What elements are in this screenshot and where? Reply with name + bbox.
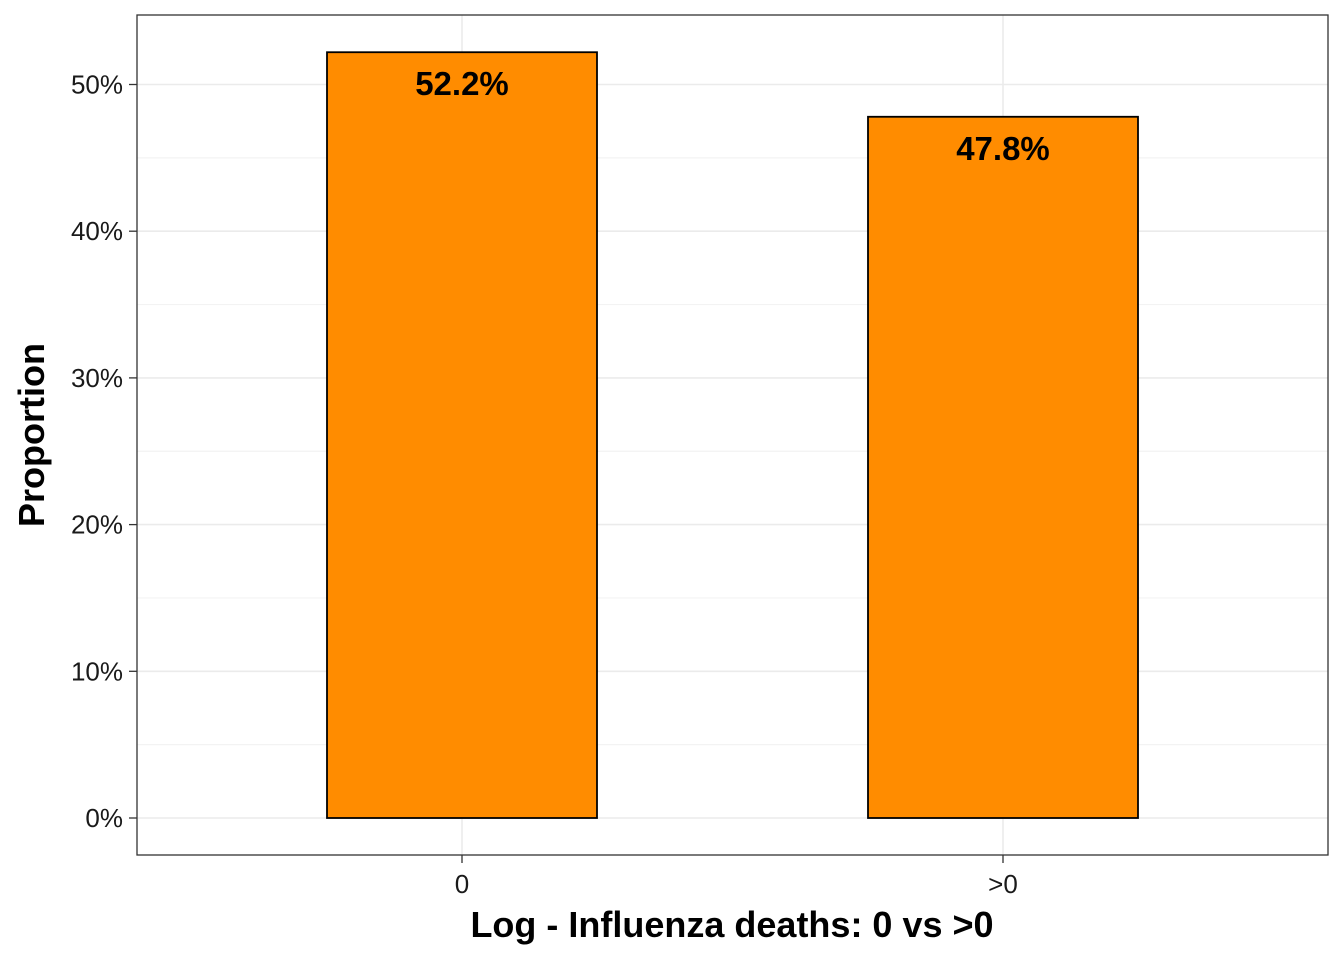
plot-background xyxy=(137,15,1328,855)
y-tick-label: 10% xyxy=(71,656,123,686)
y-axis-ticks: 0% 10% 20% 30% 40% 50% xyxy=(71,70,137,833)
x-axis-title: Log - Influenza deaths: 0 vs >0 xyxy=(470,904,993,945)
x-tick-label: 0 xyxy=(455,869,469,899)
y-tick-label: 40% xyxy=(71,216,123,246)
bar-value-label: 52.2% xyxy=(415,65,509,102)
x-tick-label: >0 xyxy=(988,869,1018,899)
y-tick-label: 50% xyxy=(71,70,123,100)
y-tick-label: 30% xyxy=(71,363,123,393)
y-axis-title: Proportion xyxy=(11,343,52,527)
y-tick-label: 0% xyxy=(85,803,123,833)
bar-zero xyxy=(326,51,598,819)
plot-border xyxy=(136,14,1329,856)
y-tick-label: 20% xyxy=(71,510,123,540)
bar-labels-group: 52.2% 47.8% xyxy=(415,65,1050,167)
bar-greater-than-zero xyxy=(867,115,1139,819)
bar-value-label: 47.8% xyxy=(956,130,1050,167)
x-axis-ticks: 0 >0 xyxy=(455,855,1018,899)
bars-group xyxy=(326,51,1139,819)
